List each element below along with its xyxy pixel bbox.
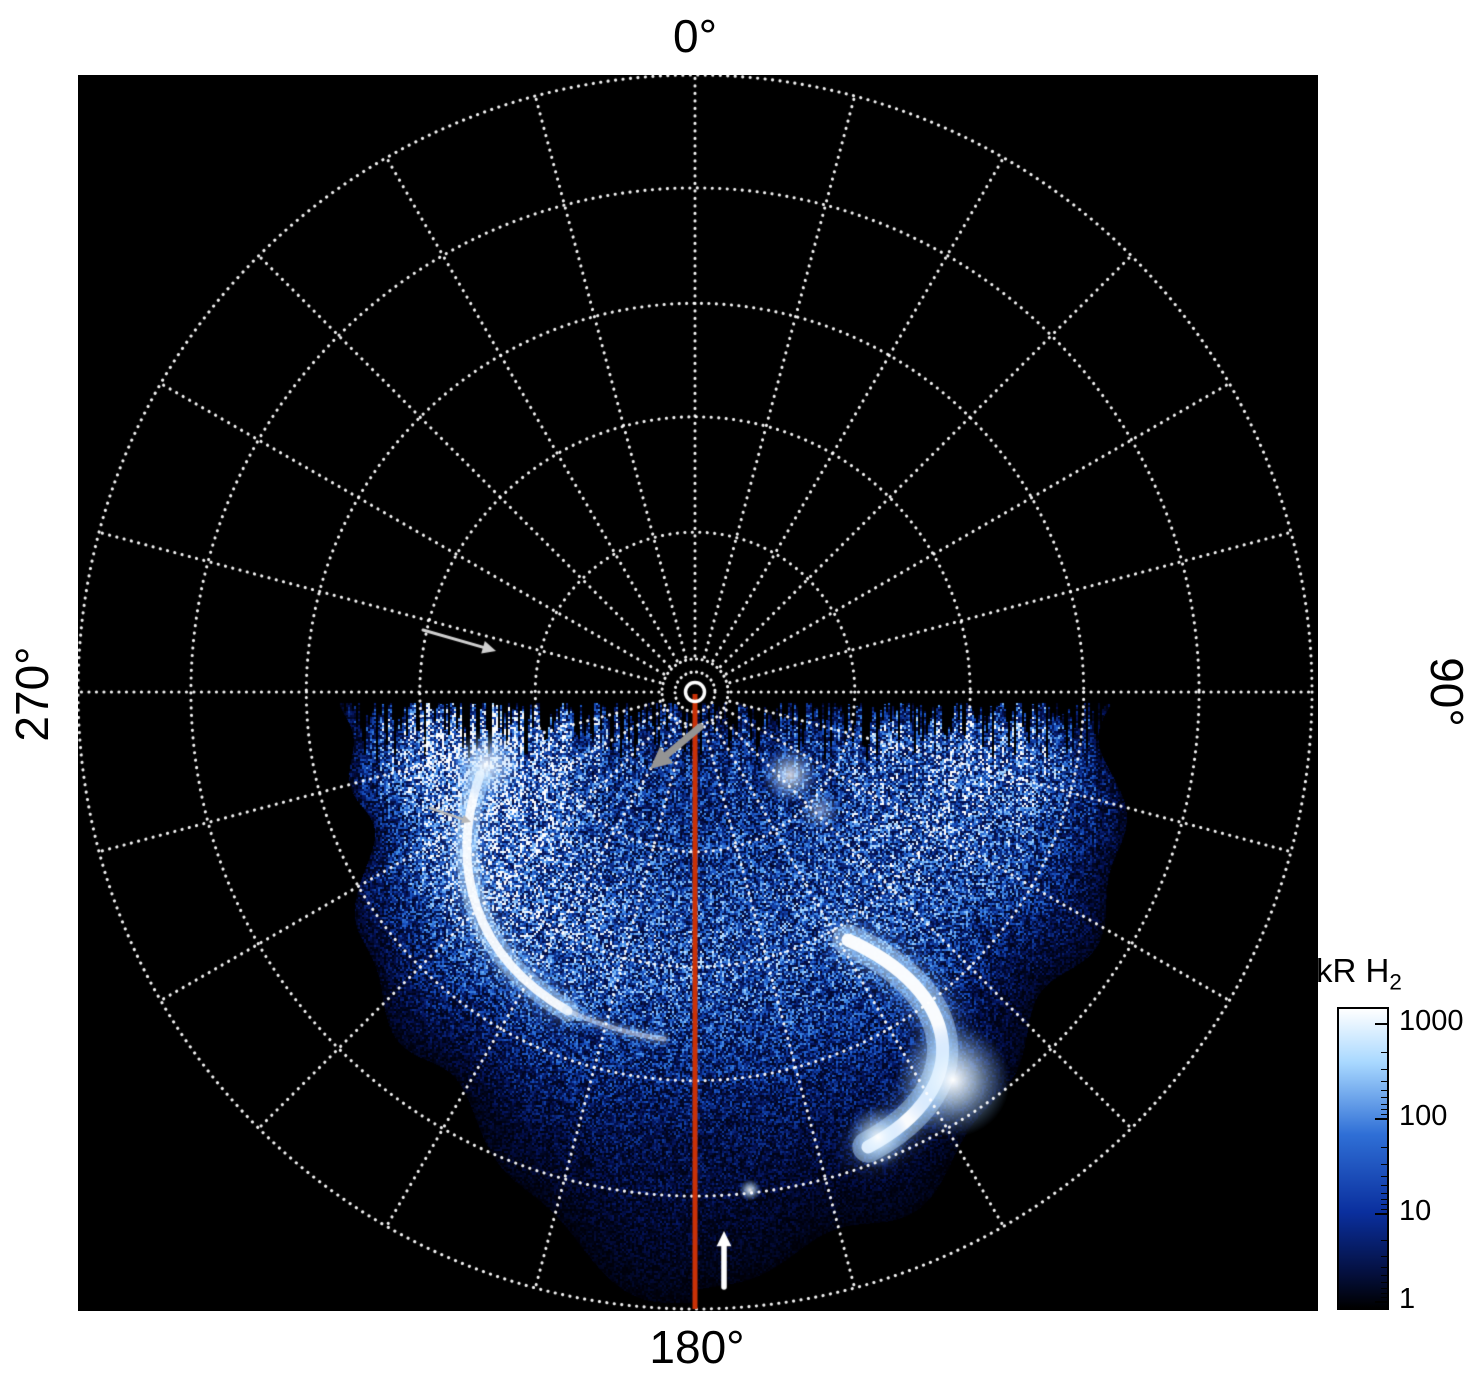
colorbar-minor-tick [1381,1292,1387,1294]
colorbar-minor-tick [1381,1080,1387,1082]
colorbar [1337,1007,1389,1310]
colorbar-minor-tick [1381,1103,1387,1105]
colorbar-minor-tick [1381,1240,1387,1242]
angle-label-180: 180° [649,1321,745,1373]
colorbar-title-text: kR H [1316,952,1390,989]
polar-plot-canvas [78,75,1318,1311]
polar-plot-area [78,75,1318,1311]
colorbar-minor-tick [1381,1175,1387,1177]
colorbar-minor-tick [1381,1097,1387,1099]
colorbar-tick [1375,1023,1387,1026]
colorbar-minor-tick [1381,1282,1387,1283]
colorbar-title: kR H2 [1316,952,1402,996]
colorbar-tick [1375,1117,1387,1120]
angle-label-0: 0° [673,10,717,62]
colorbar-minor-tick [1381,1275,1387,1277]
colorbar-minor-tick [1381,1266,1387,1268]
colorbar-gradient [1339,1009,1387,1308]
colorbar-minor-tick [1381,1147,1387,1149]
colorbar-minor-tick [1381,1198,1387,1200]
colorbar-minor-tick [1381,1163,1387,1165]
colorbar-minor-tick [1381,1204,1387,1206]
colorbar-minor-tick [1381,1068,1387,1070]
colorbar-minor-tick [1381,1089,1387,1091]
colorbar-tick-label-100: 100 [1399,1100,1448,1132]
angle-label-270: 270° [6,646,58,742]
colorbar-minor-tick [1381,1255,1387,1257]
colorbar-minor-tick [1381,1209,1387,1211]
colorbar-minor-tick [1381,1297,1387,1299]
colorbar-tick-label-1000: 1000 [1399,1005,1464,1037]
colorbar-tick-label-1: 1 [1399,1283,1416,1315]
angle-label-90: 90° [1421,657,1473,727]
colorbar-minor-tick [1381,1114,1387,1116]
colorbar-minor-tick [1381,1192,1387,1194]
colorbar-minor-tick [1381,1052,1387,1054]
colorbar-minor-tick [1381,1287,1387,1289]
colorbar-tick [1375,1301,1387,1303]
colorbar-minor-tick [1381,1109,1387,1111]
colorbar-tick-label-10: 10 [1399,1195,1432,1227]
colorbar-tick [1375,1213,1387,1216]
colorbar-minor-tick [1381,1184,1387,1186]
colorbar-title-subscript: 2 [1389,969,1402,995]
